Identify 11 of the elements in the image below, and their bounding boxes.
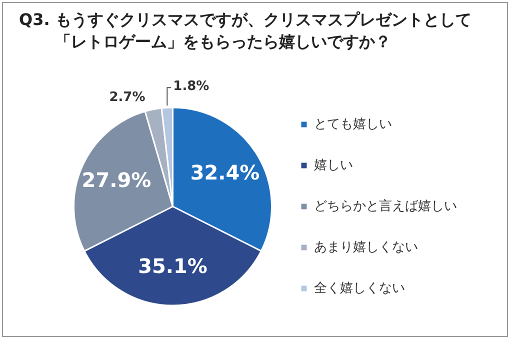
legend-label: 全く嬉しくない bbox=[314, 280, 405, 296]
data-label: 2.7% bbox=[109, 90, 146, 105]
data-label: 27.9% bbox=[82, 168, 152, 192]
data-label: 1.8% bbox=[173, 79, 210, 94]
data-label: 32.4% bbox=[190, 160, 260, 185]
chart-title: Q3. もうすぐクリスマスですが、クリスマスプレゼントとして「レトロゲーム」をもらったら嬉しいですか？ bbox=[19, 9, 472, 53]
legend-label: どちらかと言えば嬉しい bbox=[314, 198, 457, 214]
legend-label: あまり嬉しくない bbox=[314, 240, 418, 255]
legend-label: とても嬉しい bbox=[314, 116, 392, 132]
data-label: 35.1% bbox=[138, 254, 208, 278]
legend-label: 嬉しい bbox=[314, 158, 353, 173]
